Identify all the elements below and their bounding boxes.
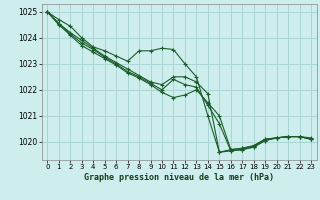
X-axis label: Graphe pression niveau de la mer (hPa): Graphe pression niveau de la mer (hPa) bbox=[84, 173, 274, 182]
